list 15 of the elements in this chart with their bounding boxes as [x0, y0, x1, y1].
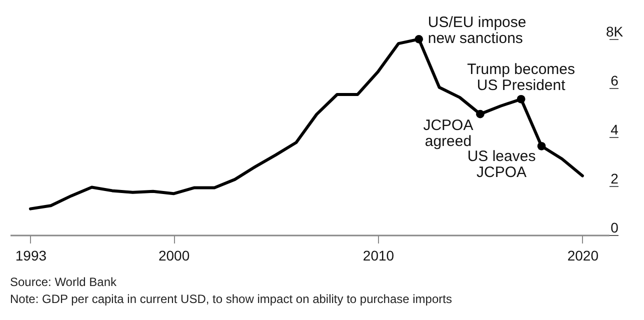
x-tick-label: 1993 — [15, 248, 47, 264]
y-tick-label: 0 — [610, 220, 619, 236]
source-note: Source: World Bank — [10, 275, 118, 289]
annotation: JCPOA agreed — [423, 117, 474, 150]
annotation: US leaves JCPOA — [467, 148, 536, 182]
y-tick-label: 2 — [610, 170, 619, 187]
x-tick-label: 2010 — [362, 248, 394, 264]
x-tick-label: 2000 — [158, 248, 190, 264]
annotation: US/EU impose new sanctions — [428, 14, 526, 48]
x-tick-label: 2020 — [567, 248, 599, 264]
y-tick-label: 6 — [610, 72, 619, 89]
y-tick-label: 4 — [610, 122, 619, 138]
y-tick-label: 8K — [606, 24, 624, 40]
annotation: Trump becomes US President — [467, 61, 575, 94]
text: Note: GDP per capita in current USD, to show impact on ability to purchase imports — [10, 292, 452, 306]
